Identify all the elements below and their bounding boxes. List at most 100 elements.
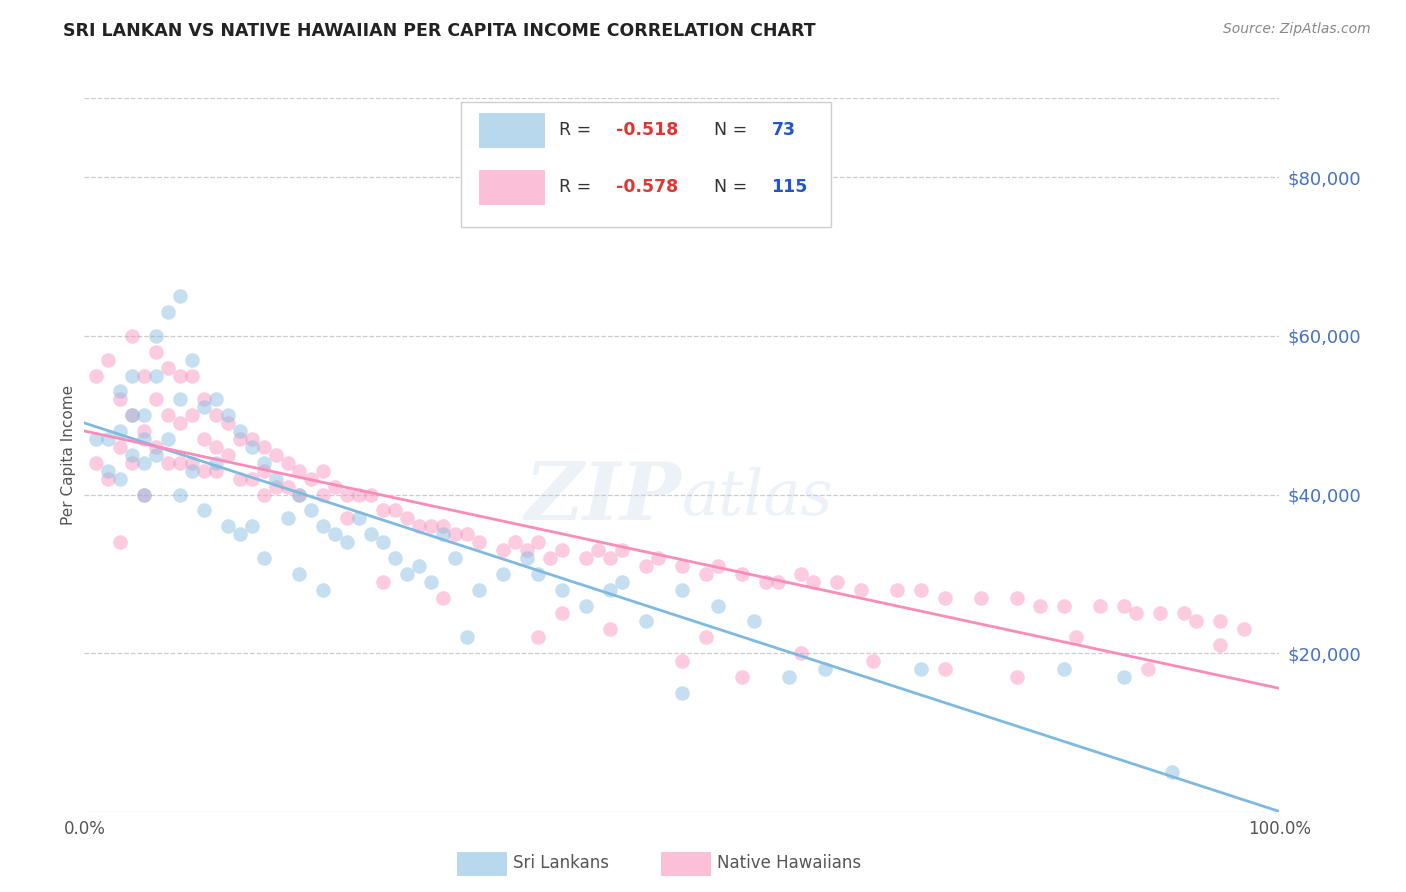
Point [205, 464, 228, 478]
Point [145, 448, 167, 462]
Point [205, 392, 228, 407]
Text: Native Hawaiians: Native Hawaiians [717, 855, 862, 872]
Point [1112, 670, 1135, 684]
Point [551, 582, 574, 597]
Point [371, 574, 394, 589]
Text: N =: N = [714, 178, 754, 196]
Point [145, 368, 167, 383]
Point [205, 409, 228, 423]
Point [132, 432, 156, 446]
Point [205, 440, 228, 454]
Point [419, 574, 441, 589]
Point [312, 487, 335, 501]
Point [240, 432, 263, 446]
Text: R =: R = [558, 178, 596, 196]
Point [408, 519, 430, 533]
Point [1053, 662, 1076, 676]
Point [193, 503, 215, 517]
Text: SRI LANKAN VS NATIVE HAWAIIAN PER CAPITA INCOME CORRELATION CHART: SRI LANKAN VS NATIVE HAWAIIAN PER CAPITA… [63, 22, 815, 40]
Point [551, 607, 574, 621]
Point [169, 289, 191, 303]
Point [408, 558, 430, 573]
Point [384, 551, 406, 566]
Point [110, 535, 132, 549]
Point [456, 630, 478, 644]
FancyBboxPatch shape [478, 170, 544, 204]
Point [444, 527, 467, 541]
Point [86, 368, 108, 383]
Point [610, 543, 633, 558]
Point [910, 582, 932, 597]
Point [169, 456, 191, 470]
Text: atlas: atlas [682, 467, 834, 529]
Text: N =: N = [714, 121, 754, 139]
Point [336, 511, 359, 525]
Point [110, 392, 132, 407]
Point [110, 384, 132, 399]
Point [288, 464, 311, 478]
Point [934, 662, 956, 676]
Point [240, 519, 263, 533]
Point [240, 440, 263, 454]
Point [193, 432, 215, 446]
Point [1184, 615, 1206, 629]
Point [240, 472, 263, 486]
Point [169, 392, 191, 407]
Point [634, 615, 657, 629]
Point [228, 432, 252, 446]
Point [264, 472, 287, 486]
Point [145, 329, 167, 343]
Point [671, 582, 693, 597]
Point [132, 368, 156, 383]
Point [849, 582, 872, 597]
Point [121, 456, 143, 470]
Point [217, 519, 239, 533]
FancyBboxPatch shape [461, 102, 831, 227]
Point [516, 551, 538, 566]
Point [253, 551, 276, 566]
Point [264, 448, 287, 462]
Point [1088, 599, 1111, 613]
Point [1125, 607, 1147, 621]
Point [193, 392, 215, 407]
Point [588, 543, 610, 558]
Point [551, 543, 574, 558]
Point [599, 582, 621, 597]
Point [1029, 599, 1052, 613]
Point [456, 527, 478, 541]
Point [492, 566, 515, 581]
Point [360, 487, 382, 501]
Point [790, 566, 813, 581]
Point [419, 519, 441, 533]
Point [527, 566, 550, 581]
Point [323, 527, 347, 541]
Point [97, 472, 120, 486]
Point [527, 630, 550, 644]
Point [277, 511, 299, 525]
Point [97, 464, 120, 478]
Point [695, 630, 717, 644]
Point [540, 551, 562, 566]
Point [1112, 599, 1135, 613]
Point [110, 424, 132, 438]
Point [467, 582, 491, 597]
Point [145, 440, 167, 454]
Point [671, 686, 693, 700]
Point [312, 464, 335, 478]
Point [754, 574, 776, 589]
Point [145, 392, 167, 407]
Point [671, 558, 693, 573]
Point [575, 551, 598, 566]
Point [110, 472, 132, 486]
Point [193, 401, 215, 415]
Point [492, 543, 515, 558]
Point [121, 448, 143, 462]
Point [288, 487, 311, 501]
Point [180, 456, 202, 470]
Point [1208, 638, 1232, 652]
Point [1160, 765, 1182, 780]
Point [707, 558, 730, 573]
Point [371, 535, 394, 549]
Point [180, 464, 202, 478]
Point [86, 432, 108, 446]
